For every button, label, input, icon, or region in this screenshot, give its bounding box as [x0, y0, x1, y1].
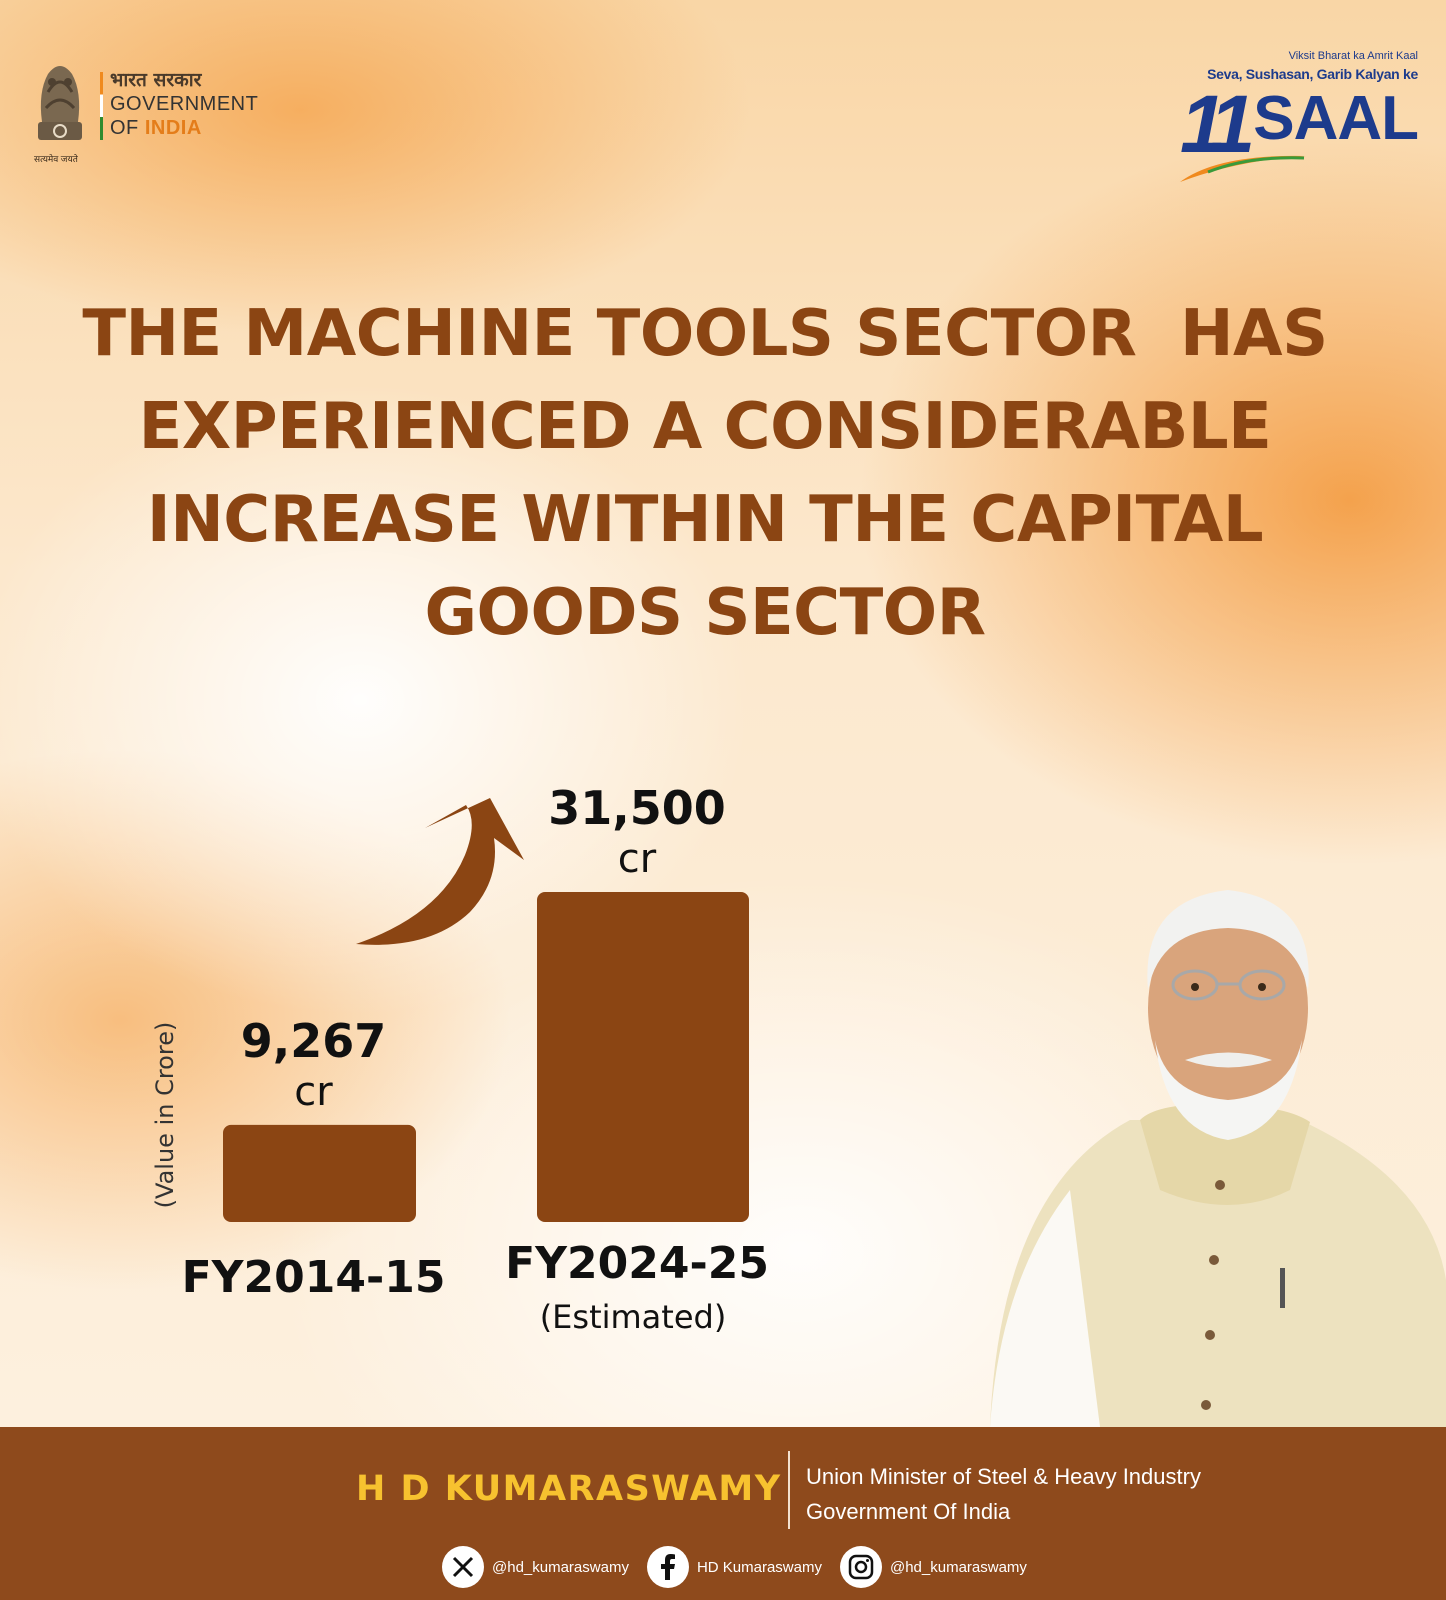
bar-1 — [537, 892, 749, 1222]
of-india-line: OF INDIA — [110, 116, 258, 140]
government-text: भारत सरकार GOVERNMENT OF INDIA — [110, 68, 258, 140]
tricolor-divider — [100, 72, 103, 140]
category-note-1: (Estimated) — [540, 1298, 727, 1336]
category-label-0: FY2014-15 — [182, 1252, 446, 1303]
bar-0 — [223, 1124, 416, 1222]
social-links: @hd_kumaraswamy HD Kumaraswamy @hd_kumar… — [442, 1545, 1045, 1589]
social-x[interactable]: @hd_kumaraswamy — [442, 1546, 629, 1588]
growth-arrow-icon — [356, 798, 524, 945]
emblem-motto: सत्यमेव जयते — [34, 154, 78, 164]
minister-portrait — [990, 890, 1446, 1427]
minister-name: H D KUMARASWAMY — [356, 1469, 782, 1509]
facebook-handle: HD Kumaraswamy — [696, 1558, 822, 1576]
campaign-word: SAAL — [1253, 84, 1419, 153]
india-word: INDIA — [144, 117, 202, 139]
minister-title-line-1: Union Minister of Steel & Heavy Industry — [806, 1464, 1201, 1489]
government-of-india-logo: सत्यमेव जयते भारत सरकार GOVERNMENT OF IN… — [28, 52, 288, 172]
instagram-icon — [839, 1546, 882, 1588]
campaign-tagline: Viksit Bharat ka Amrit Kaal — [1288, 50, 1418, 62]
social-instagram[interactable]: @hd_kumaraswamy — [839, 1546, 1027, 1588]
unit-label-0: cr — [294, 1069, 333, 1115]
footer-banner: H D KUMARASWAMY Union Minister of Steel … — [0, 1427, 1446, 1600]
x-handle: @hd_kumaraswamy — [492, 1558, 629, 1576]
campaign-number: 11 — [1180, 79, 1255, 170]
headline-line-3: INCREASE WITHIN THE CAPITAL — [146, 483, 1264, 557]
bar-chart: (Value in Crore) 9,267crFY2014-1531,500c… — [151, 781, 769, 1336]
value-label-0: 9,267 — [241, 1014, 387, 1068]
value-label-1: 31,500 — [548, 781, 726, 835]
campaign-subtitle: Seva, Sushasan, Garib Kalyan ke — [1207, 66, 1418, 82]
instagram-handle: @hd_kumaraswamy — [889, 1558, 1027, 1576]
government-line: GOVERNMENT — [110, 93, 259, 115]
government-hindi: भारत सरकार — [110, 69, 202, 91]
social-facebook[interactable]: HD Kumaraswamy — [646, 1546, 822, 1588]
national-emblem-icon — [38, 66, 82, 140]
y-axis-label: (Value in Crore) — [151, 1022, 179, 1209]
eleven-saal-badge: Viksit Bharat ka Amrit Kaal Seva, Sushas… — [1178, 50, 1419, 185]
facebook-icon — [646, 1546, 689, 1588]
ylabel-group: (Value in Crore) — [151, 1022, 179, 1209]
of-word: OF — [110, 117, 145, 139]
headline: THE MACHINE TOOLS SECTOR HAS EXPERIENCED… — [40, 288, 1370, 660]
minister-title: Union Minister of Steel & Heavy Industry… — [806, 1459, 1201, 1529]
tricolor-swoosh-icon — [1180, 155, 1306, 182]
headline-line-1: THE MACHINE TOOLS SECTOR HAS — [82, 297, 1328, 371]
headline-line-4: GOODS SECTOR — [424, 576, 986, 650]
unit-label-1: cr — [618, 836, 657, 882]
minister-title-line-2: Government Of India — [806, 1499, 1011, 1524]
x-logo-icon — [442, 1546, 484, 1588]
category-label-1: FY2024-25 — [505, 1238, 769, 1289]
headline-line-2: EXPERIENCED A CONSIDERABLE — [138, 390, 1272, 464]
footer-divider — [788, 1451, 790, 1529]
